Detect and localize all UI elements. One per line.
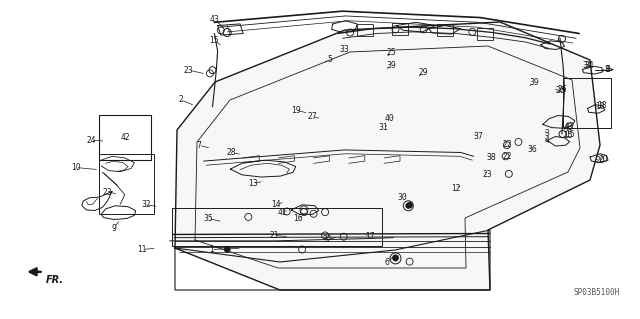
- Text: 6: 6: [385, 258, 390, 267]
- Text: 5: 5: [327, 55, 332, 63]
- Text: 4: 4: [545, 136, 550, 145]
- Text: FR.: FR.: [46, 275, 64, 285]
- Text: 32: 32: [323, 235, 333, 244]
- Text: 15: 15: [563, 131, 573, 140]
- Text: 34: 34: [582, 61, 593, 70]
- Bar: [99, 154, 154, 214]
- Text: 34: 34: [584, 61, 594, 70]
- Text: 26: 26: [555, 86, 565, 95]
- Text: 2: 2: [178, 95, 183, 104]
- Text: 1: 1: [209, 245, 214, 254]
- Circle shape: [225, 247, 230, 252]
- Circle shape: [406, 203, 411, 208]
- Text: 14: 14: [271, 200, 282, 209]
- Bar: [172, 208, 381, 246]
- Text: 28: 28: [227, 148, 236, 157]
- Text: 38: 38: [486, 153, 497, 162]
- Text: 25: 25: [387, 48, 397, 57]
- Text: 33: 33: [339, 45, 349, 54]
- Text: 39: 39: [529, 78, 540, 87]
- Text: 23: 23: [102, 188, 113, 197]
- Text: 32: 32: [141, 200, 151, 209]
- Text: 36: 36: [527, 145, 538, 154]
- Text: 35: 35: [203, 214, 213, 223]
- Text: 17: 17: [365, 232, 375, 241]
- Text: 15: 15: [564, 130, 575, 139]
- Text: 23: 23: [483, 170, 493, 179]
- Circle shape: [393, 256, 398, 261]
- Polygon shape: [175, 22, 600, 290]
- Text: 27: 27: [307, 112, 317, 121]
- Text: 39: 39: [387, 61, 397, 70]
- Circle shape: [407, 202, 412, 208]
- Text: 8: 8: [605, 65, 611, 74]
- Text: 37: 37: [474, 132, 484, 141]
- Text: 24: 24: [86, 136, 96, 145]
- Text: 30: 30: [397, 193, 407, 202]
- Bar: [392, 23, 408, 35]
- Text: 26: 26: [557, 85, 567, 94]
- Text: 43: 43: [563, 123, 573, 132]
- Text: 22: 22: [502, 152, 511, 161]
- Text: 20: 20: [598, 155, 608, 164]
- Circle shape: [393, 255, 398, 261]
- Text: 23: 23: [184, 66, 194, 75]
- Text: 3: 3: [545, 129, 550, 138]
- Text: 43: 43: [564, 122, 575, 131]
- Bar: [357, 24, 372, 36]
- Text: 42: 42: [120, 132, 130, 142]
- Text: 13: 13: [248, 179, 259, 188]
- Text: 12: 12: [451, 184, 460, 193]
- Text: 21: 21: [269, 231, 278, 240]
- Text: 19: 19: [291, 106, 301, 115]
- Text: 43: 43: [209, 15, 220, 24]
- Text: SP03B5100H: SP03B5100H: [573, 288, 620, 297]
- Text: 10: 10: [70, 163, 81, 172]
- Text: 20: 20: [595, 156, 605, 165]
- Text: 18: 18: [596, 102, 605, 111]
- Bar: [477, 28, 493, 41]
- Text: 8: 8: [604, 65, 609, 74]
- Text: 7: 7: [196, 141, 201, 150]
- Text: 31: 31: [378, 123, 388, 132]
- Text: 11: 11: [138, 245, 147, 254]
- Text: 40: 40: [384, 114, 394, 123]
- Text: 41: 41: [278, 208, 288, 217]
- Bar: [99, 115, 151, 160]
- Bar: [563, 78, 611, 128]
- Text: 22: 22: [502, 140, 511, 149]
- Text: 15: 15: [209, 36, 220, 45]
- Bar: [436, 24, 453, 36]
- Text: 29: 29: [419, 68, 429, 77]
- Text: 18: 18: [597, 101, 606, 110]
- Text: 9: 9: [111, 224, 116, 233]
- Text: 16: 16: [292, 214, 303, 223]
